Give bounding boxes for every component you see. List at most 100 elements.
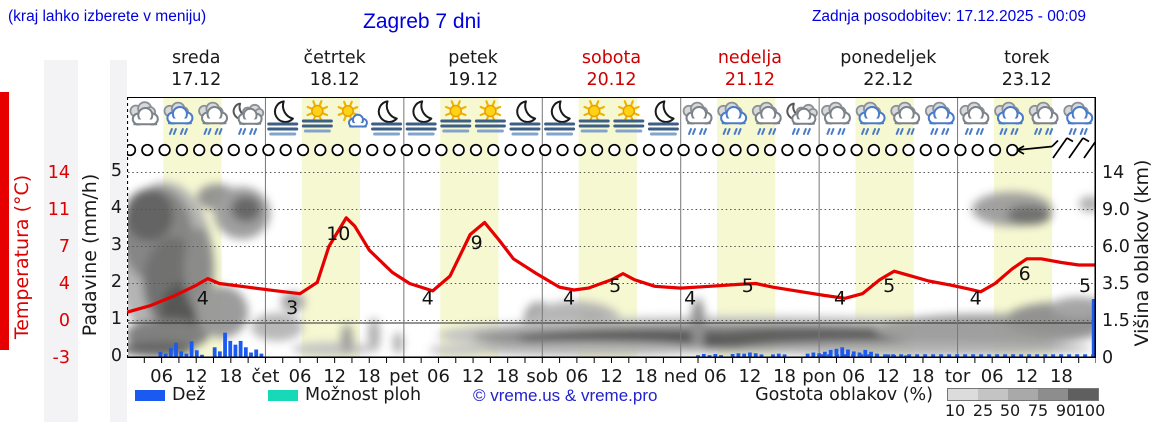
left-margin-strip-2 [110,60,127,422]
precip-bar [212,347,217,357]
x-axis-label-25: 12 [1015,366,1039,387]
sun-fog-icon [578,100,610,133]
precip-bar [736,353,741,357]
x-axis-label-2: 18 [219,366,243,387]
precip-bar [228,340,233,357]
temp-value-label: 4 [834,288,846,310]
precip-bar [771,354,775,357]
precip-bar [753,353,758,357]
calm-wind-circle [729,143,742,157]
cloud-blob [1079,196,1095,212]
temperature-axis-label: Temperatura (°C) [11,174,33,340]
cloud-drizzle-icon [994,101,1024,135]
x-axis-label-5: 12 [323,366,347,387]
calm-wind-circle [936,143,950,157]
temp-value-label: 5 [609,275,621,297]
precip-bar [719,355,723,357]
wind-arrow-feather [1051,139,1059,148]
calm-wind-circle [954,143,967,157]
day-name-ponedeljek: ponedeljek [840,48,937,68]
cloud-height-tick-6.0: 6.0 [1102,236,1130,257]
temperature-curve [127,216,1096,314]
cloud-blob [341,324,353,354]
precip-bar [748,352,752,357]
calm-wind-circle [798,143,811,157]
calm-wind-circle [677,143,690,157]
calm-wind-circle [348,143,362,157]
precip-bar [811,352,816,357]
gradient-cell [1068,389,1098,400]
temp-tick-7: 7 [58,236,70,257]
daylight-band [855,98,914,357]
x-axis-label-15: ned [663,366,698,387]
x-axis-label-4: 06 [288,366,312,387]
calm-wind-circle [210,143,223,157]
cloud-scale-tick: 75 [1027,401,1049,420]
precip-tick-3: 3 [110,234,122,255]
precip-bar [713,354,718,357]
calm-wind-circle [521,143,535,157]
calm-wind-circle [296,143,310,157]
temp-value-label: 10 [326,223,350,245]
cloud-blob [281,292,305,312]
precip-bar [174,342,178,357]
day-date-ponedeljek: 22.12 [863,70,914,90]
cloud-blob [691,298,705,352]
x-axis-label-6: 18 [357,366,381,387]
day-date-četrtek: 18.12 [309,70,360,90]
calm-wind-circle [573,143,586,157]
precip-bar [194,350,199,357]
temp-value-label: 4 [197,288,209,310]
calm-wind-circle [1006,143,1019,157]
precip-bar [903,355,908,357]
calm-wind-circle [141,143,154,157]
precip-bar [834,348,839,357]
page-title: Zagreb 7 dni [363,10,481,33]
precipitation-axis-label: Padavine (mm/h) [79,173,101,337]
x-axis-label-18: 18 [773,366,796,387]
temp-value-label: 4 [422,288,434,310]
precip-bar [189,341,194,357]
wind-arrow-head [1016,145,1025,151]
calm-wind-circle [781,143,794,157]
wind-barb [1052,137,1068,159]
wind-barb-feather [1082,137,1090,143]
moon-cloud-drizzle-icon [786,102,818,135]
sun-cloud-icon [337,100,368,128]
moon-fog-icon [405,100,437,136]
cloud-drizzle-icon [198,101,229,135]
cloud-scale-tick: 100 [1074,401,1106,420]
day-date-torek: 23.12 [1001,70,1052,90]
day-date-nedelja: 21.12 [724,70,775,90]
x-axis-label-9: 12 [461,366,485,387]
calm-wind-circle [919,143,932,157]
temp-value-label: 3 [286,297,298,319]
calm-wind-circle [712,143,725,157]
precip-bar [158,351,163,357]
precip-tick-4: 4 [110,197,122,218]
copyright-link[interactable]: © vreme.us & vreme.pro [473,386,658,405]
day-name-nedelja: nedelja [717,48,783,68]
left-margin-strip [44,60,78,422]
cloud-blob [128,189,173,241]
cloud-blob [196,286,248,338]
calm-wind-circle [469,143,483,157]
wind-arrow [1016,145,1053,151]
temp-value-label: 4 [563,288,575,310]
day-name-sreda: sreda [171,48,221,68]
precip-tick-0: 0 [110,345,122,366]
cloud-blob [184,227,214,311]
last-update-text: Zadnja posodobitev: 17.12.2025 - 00:09 [811,8,1086,25]
day-name-četrtek: četrtek [303,48,366,68]
calm-wind-circle [127,143,137,157]
wind-symbols-row [127,137,1096,159]
temp-value-label: 5 [1079,275,1091,297]
cloud-density-legend-label: Gostota oblakov (%) [755,385,933,405]
day-date-petek: 19.12 [448,70,499,90]
precip-bar [1091,299,1096,357]
menu-hint-text: (kraj lahko izberete v meniju) [8,8,207,25]
precip-bar [817,353,822,357]
x-axis-label-12: 06 [565,366,589,387]
precip-bar [823,351,827,357]
cloud-drizzle-icon [682,101,713,135]
